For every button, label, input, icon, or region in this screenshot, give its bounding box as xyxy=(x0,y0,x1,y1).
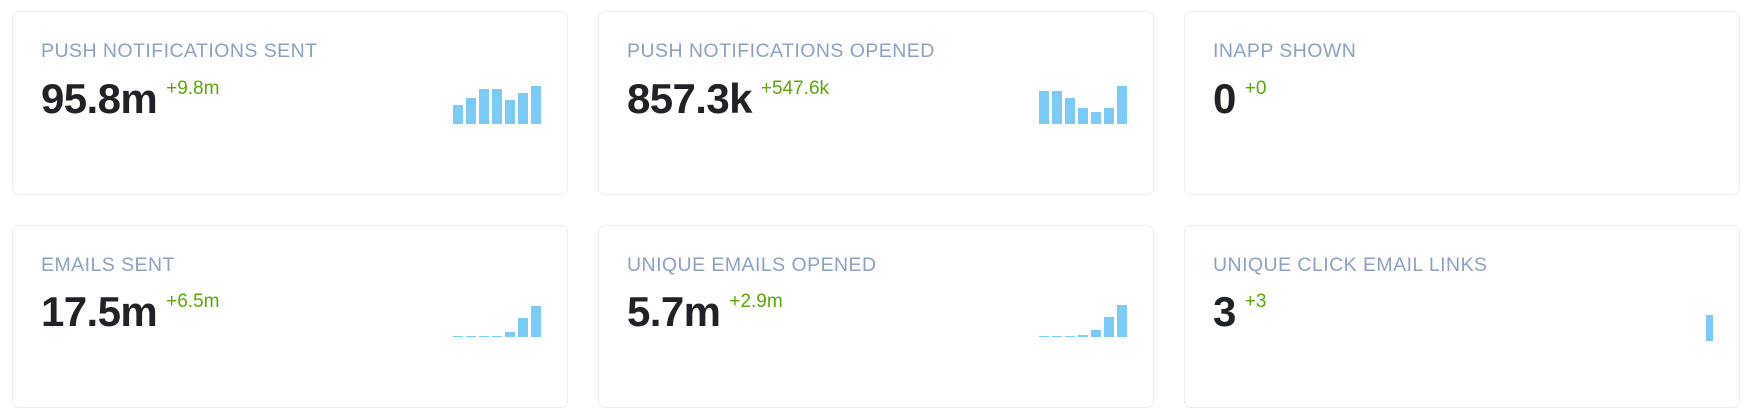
sparkline-bar xyxy=(1052,336,1062,337)
metric-card-unique-click-email-links[interactable]: UNIQUE CLICK EMAIL LINKS 3 +3 xyxy=(1184,224,1740,408)
metric-label: PUSH NOTIFICATIONS OPENED xyxy=(627,40,935,62)
sparkline-bar xyxy=(505,332,515,337)
sparkline-bar xyxy=(518,318,528,337)
sparkline-bar xyxy=(479,88,489,124)
sparkline-bar xyxy=(453,336,463,337)
sparkline-chart xyxy=(1706,307,1713,341)
metric-body: 95.8m +9.8m xyxy=(41,74,541,130)
metric-value: 95.8m xyxy=(41,74,158,122)
sparkline-bar xyxy=(1039,336,1049,337)
sparkline-bar xyxy=(1065,97,1075,124)
sparkline-bar xyxy=(492,336,502,337)
sparkline-bar xyxy=(531,85,541,124)
metric-value: 3 xyxy=(1213,288,1236,335)
sparkline-bar xyxy=(1039,90,1049,124)
metric-value: 17.5m xyxy=(41,288,158,335)
sparkline-chart xyxy=(453,84,541,124)
sparkline-bar xyxy=(466,336,476,337)
metric-delta: +6.5m xyxy=(166,291,220,312)
sparkline-bar xyxy=(531,306,541,337)
metric-delta: +2.9m xyxy=(729,291,783,312)
metric-card-inapp-shown[interactable]: INAPP SHOWN 0 +0 xyxy=(1184,11,1740,195)
sparkline-bar xyxy=(1117,305,1127,337)
sparkline-bar xyxy=(479,336,489,337)
sparkline-bar xyxy=(1091,111,1101,124)
metric-delta: +9.8m xyxy=(166,77,220,99)
metric-body: 5.7m +2.9m xyxy=(627,291,1127,343)
metric-label: EMAILS SENT xyxy=(41,253,175,276)
sparkline-bar xyxy=(1078,107,1088,124)
sparkline-bar xyxy=(1706,315,1713,341)
sparkline-bar xyxy=(492,88,502,124)
metric-delta: +3 xyxy=(1244,291,1267,312)
sparkline-bar xyxy=(1117,85,1127,124)
sparkline-bar xyxy=(1104,317,1114,337)
metric-label: UNIQUE CLICK EMAIL LINKS xyxy=(1213,253,1488,276)
metric-card-push-notifications-opened[interactable]: PUSH NOTIFICATIONS OPENED 857.3k +547.6k xyxy=(598,11,1154,195)
sparkline-chart xyxy=(1039,84,1127,124)
metric-body: 857.3k +547.6k xyxy=(627,74,1127,130)
sparkline-bar xyxy=(1052,90,1062,124)
metric-delta: +547.6k xyxy=(760,77,830,99)
sparkline-chart xyxy=(453,297,541,337)
sparkline-bar xyxy=(1065,336,1075,337)
sparkline-bar xyxy=(466,97,476,124)
sparkline-bar xyxy=(1078,335,1088,337)
metric-value: 857.3k xyxy=(627,74,752,122)
metric-body: 3 +3 xyxy=(1213,291,1713,343)
sparkline-bar xyxy=(1091,330,1101,337)
metric-label: INAPP SHOWN xyxy=(1213,40,1357,62)
metric-label: PUSH NOTIFICATIONS SENT xyxy=(41,40,318,62)
metric-label: UNIQUE EMAILS OPENED xyxy=(627,253,877,276)
metric-delta: +0 xyxy=(1244,77,1267,99)
metric-card-emails-sent[interactable]: EMAILS SENT 17.5m +6.5m xyxy=(12,224,568,408)
metric-body: 17.5m +6.5m xyxy=(41,291,541,343)
metric-value: 5.7m xyxy=(627,288,721,335)
metric-value: 0 xyxy=(1213,74,1236,122)
metric-card-push-notifications-sent[interactable]: PUSH NOTIFICATIONS SENT 95.8m +9.8m xyxy=(12,11,568,195)
sparkline-chart xyxy=(1039,297,1127,337)
sparkline-bar xyxy=(505,99,515,124)
sparkline-bar xyxy=(453,104,463,124)
sparkline-bar xyxy=(1104,107,1114,124)
sparkline-bar xyxy=(518,92,528,124)
metric-body: 0 +0 xyxy=(1213,74,1713,130)
metric-card-unique-emails-opened[interactable]: UNIQUE EMAILS OPENED 5.7m +2.9m xyxy=(598,224,1154,408)
